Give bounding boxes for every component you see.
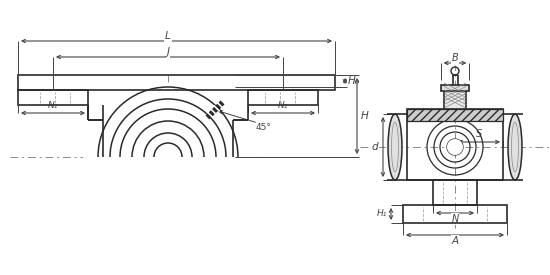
Bar xyxy=(403,205,507,223)
Text: H₁: H₁ xyxy=(377,210,387,219)
Text: H₀: H₀ xyxy=(348,76,360,86)
Bar xyxy=(407,109,503,180)
Ellipse shape xyxy=(388,114,402,180)
Text: S: S xyxy=(476,129,482,139)
Text: J: J xyxy=(167,47,169,57)
Text: 45°: 45° xyxy=(255,122,271,131)
Ellipse shape xyxy=(508,114,522,180)
Text: H: H xyxy=(361,111,369,121)
Text: L: L xyxy=(165,31,171,41)
Bar xyxy=(83,157,253,275)
Bar xyxy=(248,90,318,105)
Bar xyxy=(444,91,466,109)
Bar xyxy=(407,109,503,121)
Text: B: B xyxy=(452,53,458,63)
Text: N₁: N₁ xyxy=(48,101,58,111)
Text: N₁: N₁ xyxy=(278,101,288,111)
Text: N: N xyxy=(452,214,459,224)
Bar xyxy=(18,75,335,90)
Bar xyxy=(18,90,88,105)
Text: A: A xyxy=(452,236,459,246)
Bar xyxy=(441,85,469,91)
Circle shape xyxy=(447,139,463,155)
Bar xyxy=(433,180,477,205)
Text: d: d xyxy=(372,142,378,152)
